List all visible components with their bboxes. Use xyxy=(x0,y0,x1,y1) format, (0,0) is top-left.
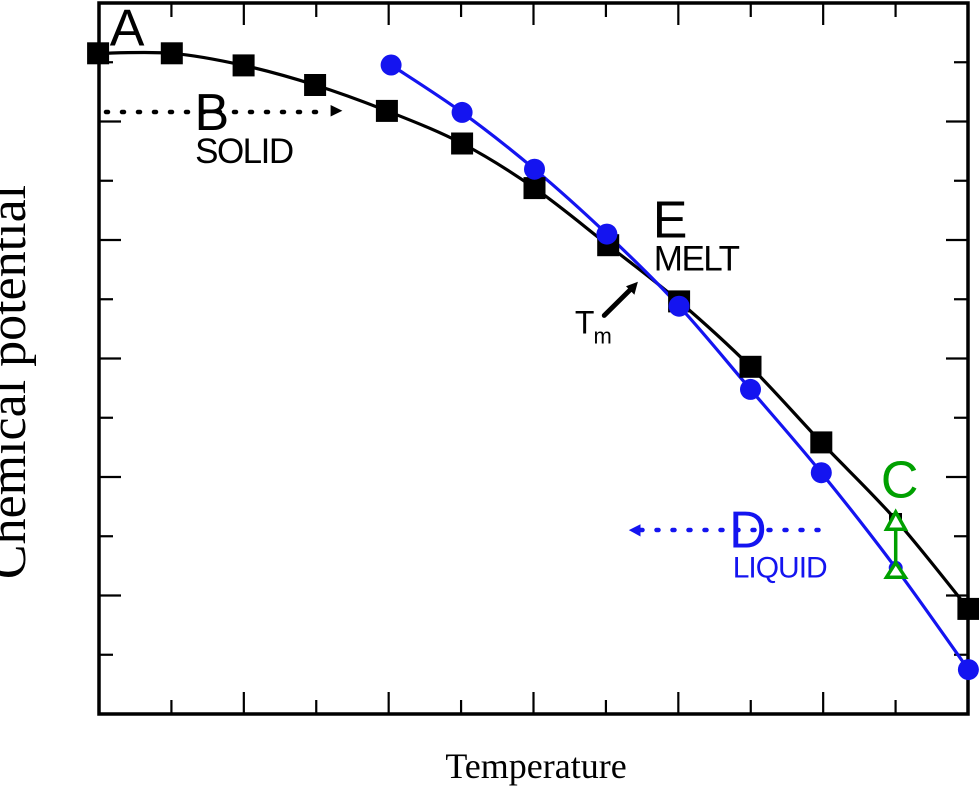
svg-text:m: m xyxy=(594,324,612,349)
svg-text:T: T xyxy=(575,304,595,340)
svg-text:LIQUID: LIQUID xyxy=(733,551,827,584)
svg-text:SOLID: SOLID xyxy=(195,132,293,171)
svg-text:MELT: MELT xyxy=(654,240,740,279)
svg-text:A: A xyxy=(110,0,145,58)
svg-text:C: C xyxy=(881,451,919,509)
